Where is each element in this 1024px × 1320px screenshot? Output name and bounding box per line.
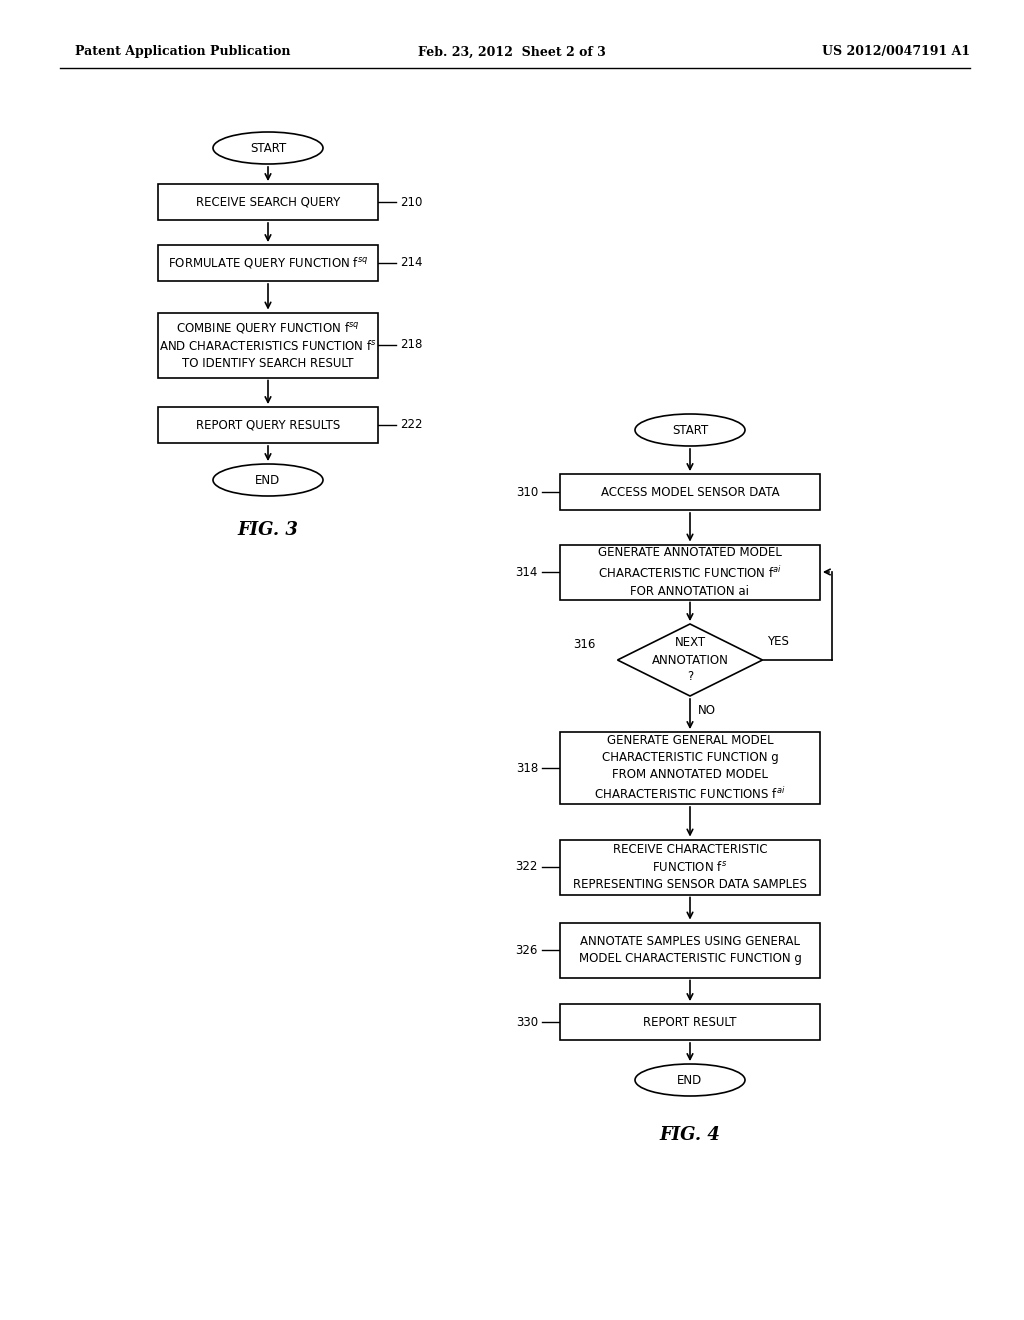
Bar xyxy=(158,183,378,220)
Bar xyxy=(158,313,378,378)
Text: FIG. 4: FIG. 4 xyxy=(659,1126,721,1144)
Text: COMBINE QUERY FUNCTION f$^{sq}$
AND CHARACTERISTICS FUNCTION f$^{s}$
TO IDENTIFY: COMBINE QUERY FUNCTION f$^{sq}$ AND CHAR… xyxy=(159,319,377,370)
Text: 326: 326 xyxy=(516,944,538,957)
Text: YES: YES xyxy=(768,635,790,648)
Text: RECEIVE SEARCH QUERY: RECEIVE SEARCH QUERY xyxy=(196,195,340,209)
Bar xyxy=(158,246,378,281)
Text: NEXT
ANNOTATION
?: NEXT ANNOTATION ? xyxy=(651,636,728,684)
Text: 316: 316 xyxy=(573,639,596,652)
Text: Feb. 23, 2012  Sheet 2 of 3: Feb. 23, 2012 Sheet 2 of 3 xyxy=(418,45,606,58)
Ellipse shape xyxy=(213,465,323,496)
Text: END: END xyxy=(677,1073,702,1086)
Ellipse shape xyxy=(213,132,323,164)
Bar xyxy=(560,474,820,510)
Text: RECEIVE CHARACTERISTIC
FUNCTION f$^{s}$
REPRESENTING SENSOR DATA SAMPLES: RECEIVE CHARACTERISTIC FUNCTION f$^{s}$ … xyxy=(573,842,807,891)
Text: FORMULATE QUERY FUNCTION f$^{sq}$: FORMULATE QUERY FUNCTION f$^{sq}$ xyxy=(168,256,369,271)
Text: 210: 210 xyxy=(400,195,422,209)
Bar xyxy=(560,923,820,978)
Ellipse shape xyxy=(635,414,745,446)
Bar xyxy=(560,1005,820,1040)
Text: 222: 222 xyxy=(400,418,423,432)
Text: REPORT RESULT: REPORT RESULT xyxy=(643,1015,736,1028)
Text: 330: 330 xyxy=(516,1015,538,1028)
Text: 322: 322 xyxy=(516,861,538,874)
Text: FIG. 3: FIG. 3 xyxy=(238,521,298,539)
Polygon shape xyxy=(617,624,763,696)
Text: ANNOTATE SAMPLES USING GENERAL
MODEL CHARACTERISTIC FUNCTION g: ANNOTATE SAMPLES USING GENERAL MODEL CHA… xyxy=(579,935,802,965)
Text: 318: 318 xyxy=(516,762,538,775)
Text: ACCESS MODEL SENSOR DATA: ACCESS MODEL SENSOR DATA xyxy=(601,486,779,499)
Bar xyxy=(560,544,820,599)
Text: US 2012/0047191 A1: US 2012/0047191 A1 xyxy=(822,45,970,58)
Bar xyxy=(158,407,378,444)
Text: 310: 310 xyxy=(516,486,538,499)
Text: 214: 214 xyxy=(400,256,423,269)
Text: END: END xyxy=(255,474,281,487)
Text: GENERATE ANNOTATED MODEL
CHARACTERISTIC FUNCTION f$^{ai}$
FOR ANNOTATION ai: GENERATE ANNOTATED MODEL CHARACTERISTIC … xyxy=(598,546,782,598)
Text: GENERATE GENERAL MODEL
CHARACTERISTIC FUNCTION g
FROM ANNOTATED MODEL
CHARACTERI: GENERATE GENERAL MODEL CHARACTERISTIC FU… xyxy=(594,734,785,803)
Text: NO: NO xyxy=(698,704,716,717)
Text: START: START xyxy=(250,141,286,154)
Text: 218: 218 xyxy=(400,338,422,351)
Text: REPORT QUERY RESULTS: REPORT QUERY RESULTS xyxy=(196,418,340,432)
Bar xyxy=(560,840,820,895)
Text: Patent Application Publication: Patent Application Publication xyxy=(75,45,291,58)
Ellipse shape xyxy=(635,1064,745,1096)
Text: 314: 314 xyxy=(516,565,538,578)
Text: START: START xyxy=(672,424,709,437)
Bar xyxy=(560,733,820,804)
